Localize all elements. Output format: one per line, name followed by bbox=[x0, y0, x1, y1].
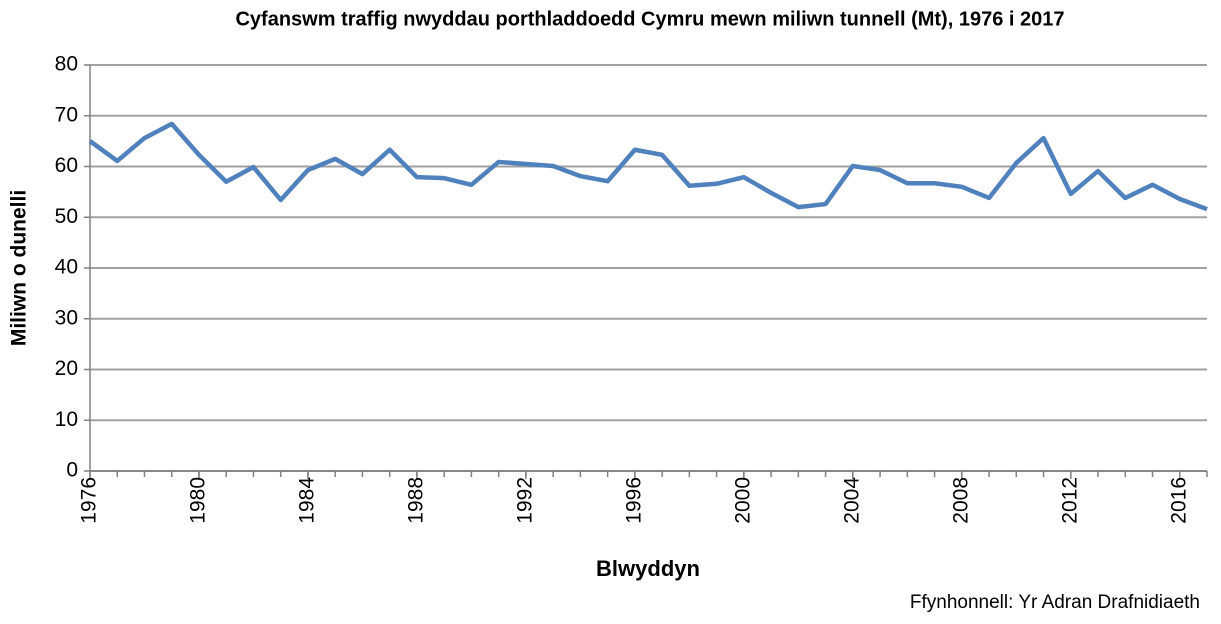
x-tick-label: 2016 bbox=[1167, 477, 1190, 524]
y-tick-label: 40 bbox=[55, 256, 78, 279]
y-tick-label: 0 bbox=[66, 459, 78, 482]
y-tick-label: 10 bbox=[55, 408, 78, 431]
y-tick-label: 70 bbox=[55, 103, 78, 126]
x-tick-label: 1980 bbox=[187, 477, 210, 524]
y-tick-label: 60 bbox=[55, 154, 78, 177]
x-tick-label: 2012 bbox=[1058, 477, 1081, 524]
x-tick-label: 1988 bbox=[404, 477, 427, 524]
x-tick-label: 1984 bbox=[295, 477, 318, 524]
x-tick-label: 1976 bbox=[78, 477, 101, 524]
data-line bbox=[88, 121, 1208, 212]
x-tick-label: 1992 bbox=[513, 477, 536, 524]
chart-title: Cyfanswm traffig nwyddau porthladdoedd C… bbox=[235, 8, 1064, 30]
y-axis-label: Miliwn o dunelli bbox=[8, 190, 31, 346]
y-tick-label: 50 bbox=[55, 205, 78, 228]
x-tick-label: 1996 bbox=[622, 477, 645, 524]
y-tick-label: 30 bbox=[55, 306, 78, 329]
x-axis-label: Blwyddyn bbox=[596, 556, 700, 581]
x-tick-label: 2000 bbox=[731, 477, 754, 524]
source-note: Ffynhonnell: Yr Adran Drafnidiaeth bbox=[910, 592, 1200, 613]
y-tick-label: 20 bbox=[55, 357, 78, 380]
x-tick-label: 2008 bbox=[949, 477, 972, 524]
y-tick-label: 80 bbox=[55, 53, 78, 76]
x-tick-label: 2004 bbox=[840, 477, 863, 524]
